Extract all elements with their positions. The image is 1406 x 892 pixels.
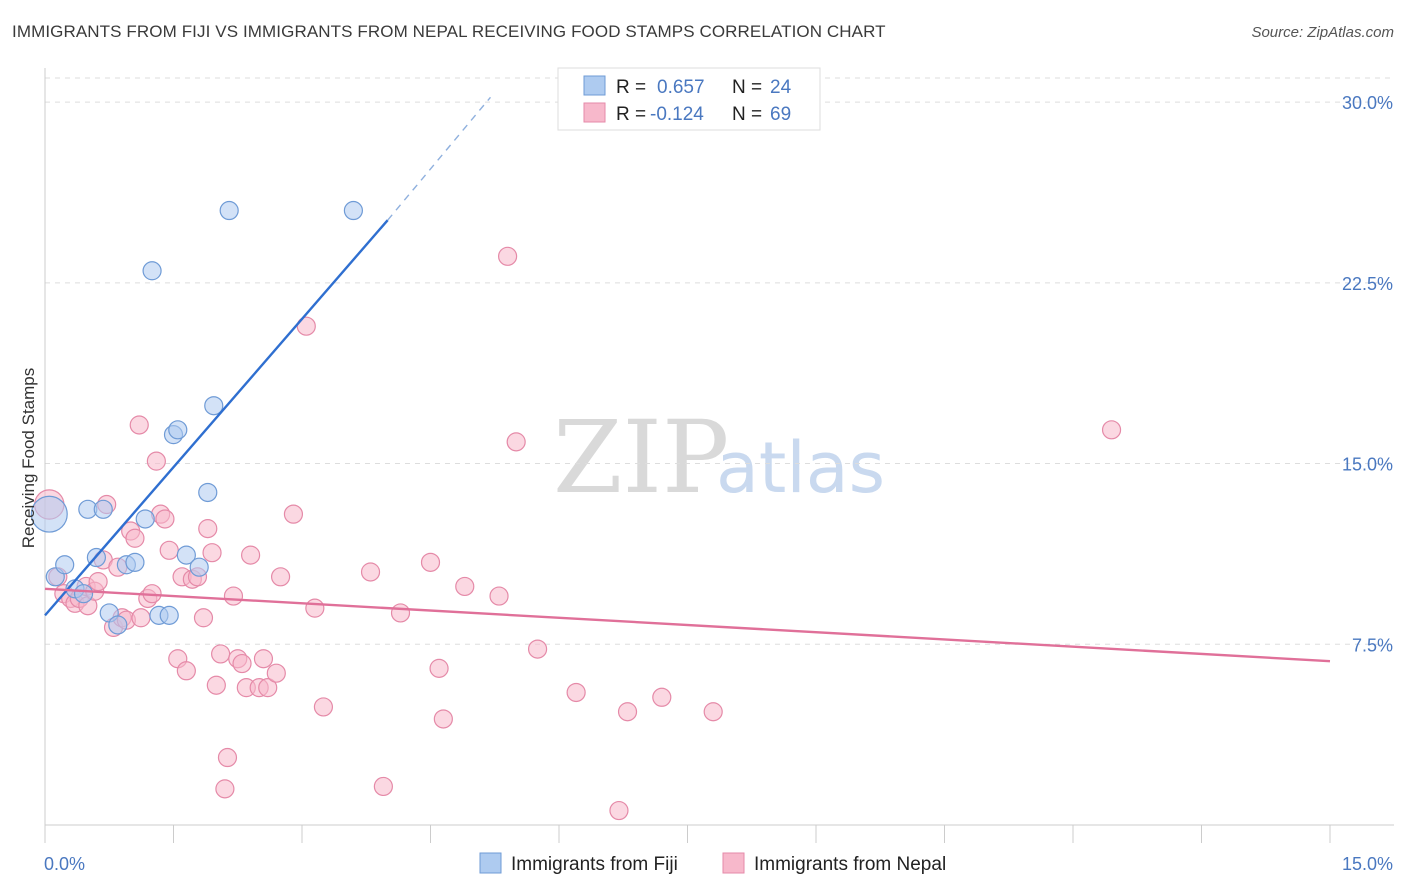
nepal-point [489, 586, 509, 606]
watermark-zip: ZIP [553, 399, 729, 516]
fiji-n-value: 24 [770, 77, 792, 98]
nepal-point [506, 432, 526, 452]
y-axis-label: Receiving Food Stamps [19, 368, 38, 548]
fiji-point [189, 557, 209, 577]
fiji-point [219, 200, 239, 221]
watermark-atlas: atlas [716, 427, 885, 509]
nepal-point [527, 639, 548, 659]
y-tick-label: 30.0% [1342, 93, 1393, 113]
nepal-point [206, 675, 226, 695]
fiji-r-label: R = [616, 77, 646, 98]
trendlines [44, 96, 1331, 663]
nepal-point [159, 540, 179, 560]
y-tick-label: 7.5% [1352, 635, 1393, 655]
nepal-point [270, 567, 291, 587]
nepal-point [258, 678, 278, 698]
nepal-swatch [722, 852, 745, 874]
nepal-point [146, 451, 166, 471]
nepal-point [253, 649, 274, 669]
nepal-point [211, 644, 231, 664]
fiji-point [135, 509, 155, 529]
fiji-point [159, 605, 179, 625]
fiji-series [30, 200, 363, 635]
nepal-point [652, 687, 672, 707]
nepal-point [433, 709, 453, 729]
fiji-trendline-extension [387, 96, 492, 221]
fiji-point [108, 615, 128, 635]
x-tick-label: 15.0% [1342, 854, 1393, 874]
y-tick-labels: 7.5% 15.0% 22.5% 30.0% [1342, 93, 1393, 655]
fiji-swatch [479, 852, 502, 874]
nepal-point [420, 552, 441, 572]
nepal-point [390, 603, 411, 623]
x-tick-label: 0.0% [44, 854, 85, 874]
fiji-n-label: N = [732, 77, 762, 98]
y-tick-label: 22.5% [1342, 274, 1393, 294]
nepal-point [266, 663, 286, 683]
nepal-point [313, 697, 334, 717]
nepal-point [129, 415, 149, 435]
correlation-legend: R = 0.657 N = 24 R = -0.124 N = 69 [557, 67, 821, 131]
nepal-point [176, 661, 196, 681]
nepal-point [429, 658, 449, 678]
nepal-point [125, 528, 145, 548]
nepal-r-value: -0.124 [650, 104, 704, 125]
nepal-point [283, 504, 304, 524]
fiji-legend-swatch [583, 75, 606, 96]
nepal-point [703, 702, 723, 722]
nepal-point [305, 598, 325, 618]
nepal-point [155, 509, 175, 529]
nepal-point [217, 747, 238, 768]
nepal-n-value: 69 [770, 104, 791, 125]
x-tick-labels: 0.0% 15.0% [44, 854, 1393, 874]
nepal-point [609, 800, 629, 821]
fiji-point [176, 545, 196, 565]
nepal-point [498, 246, 518, 266]
watermark: ZIP atlas [553, 399, 885, 516]
fiji-point [93, 499, 113, 519]
nepal-point [360, 562, 381, 582]
nepal-point [617, 702, 638, 722]
nepal-legend-label: Immigrants from Nepal [754, 854, 946, 875]
nepal-point [131, 608, 151, 628]
nepal-trendline [44, 587, 1331, 663]
fiji-point [343, 200, 363, 221]
fiji-legend-label: Immigrants from Fiji [511, 854, 678, 875]
axes [44, 68, 1394, 843]
fiji-point [142, 261, 162, 281]
fiji-point [125, 552, 145, 572]
fiji-point [198, 482, 218, 503]
source-credit: Source: ZipAtlas.com [1251, 24, 1394, 41]
nepal-point [566, 682, 586, 703]
nepal-point [223, 586, 244, 606]
fiji-point [168, 420, 188, 440]
fiji-point [30, 495, 68, 533]
nepal-point [373, 776, 393, 797]
nepal-point [193, 608, 214, 628]
nepal-point [232, 653, 252, 674]
nepal-point [241, 545, 261, 565]
nepal-series [34, 246, 1122, 821]
fiji-point [73, 584, 94, 604]
chart-title: IMMIGRANTS FROM FIJI VS IMMIGRANTS FROM … [12, 22, 886, 41]
nepal-n-label: N = [732, 104, 762, 125]
fiji-trendline [44, 219, 389, 617]
nepal-point [198, 519, 218, 539]
y-tick-label: 15.0% [1342, 455, 1393, 475]
nepal-r-label: R = [616, 104, 646, 125]
nepal-point [202, 543, 222, 563]
nepal-point [455, 576, 475, 597]
nepal-point [88, 572, 108, 592]
fiji-point [204, 396, 224, 416]
nepal-legend-swatch [583, 102, 606, 123]
series-legend: Immigrants from Fiji Immigrants from Nep… [479, 852, 946, 875]
nepal-point [215, 779, 235, 799]
fiji-r-value: 0.657 [657, 77, 705, 98]
fiji-point [55, 555, 75, 575]
nepal-point [1101, 420, 1122, 440]
